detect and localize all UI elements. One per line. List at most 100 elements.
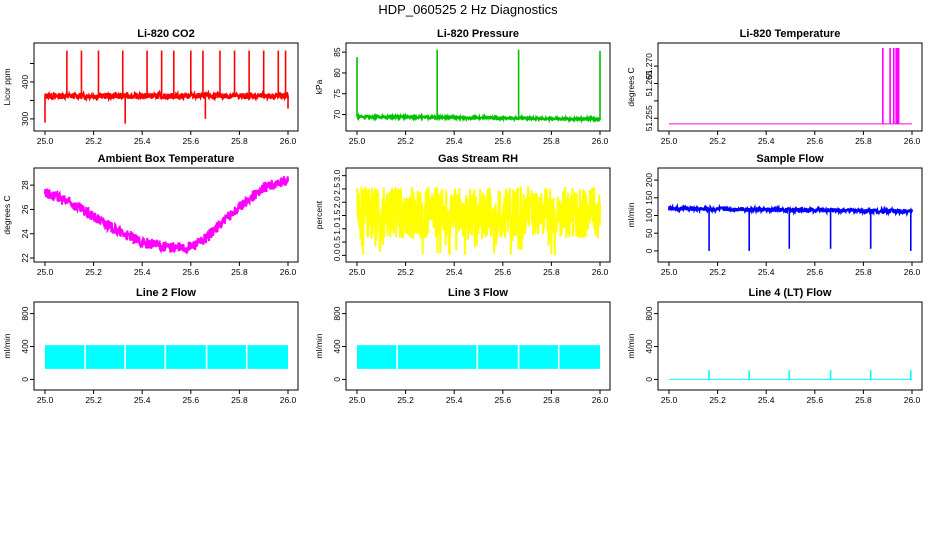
flow-gap <box>164 345 167 369</box>
x-tick-label: 25.2 <box>85 136 102 146</box>
x-tick-label: 25.2 <box>397 267 414 277</box>
x-tick-label: 25.8 <box>543 267 560 277</box>
y-tick-label: 150 <box>644 190 654 204</box>
x-tick-label: 25.4 <box>446 136 463 146</box>
x-tick-label: 25.2 <box>397 136 414 146</box>
y-axis-label: degrees C <box>2 195 12 234</box>
series-line <box>356 185 601 256</box>
x-tick-label: 26.0 <box>592 267 609 277</box>
x-tick-label: 25.4 <box>134 267 151 277</box>
series-line-2-flow <box>45 345 288 369</box>
x-tick-label: 25.8 <box>231 395 248 405</box>
y-tick-label: 200 <box>644 173 654 187</box>
y-tick-label: 400 <box>644 339 654 353</box>
x-tick-label: 25.2 <box>709 136 726 146</box>
chart-title: Li-820 Temperature <box>740 28 841 40</box>
y-tick-label: 85 <box>332 47 342 57</box>
y-tick-label: 0 <box>644 248 654 253</box>
x-tick-label: 26.0 <box>592 136 609 146</box>
x-tick-label: 26.0 <box>904 395 921 405</box>
flow-gap <box>205 345 208 369</box>
flow-gap <box>476 345 479 369</box>
series-li-820-temperature <box>669 48 912 125</box>
y-tick-label: 1.0 <box>332 223 342 235</box>
x-tick-label: 25.6 <box>807 136 824 146</box>
x-tick-label: 26.0 <box>904 267 921 277</box>
chart-title: Line 3 Flow <box>448 287 508 299</box>
y-tick-label: 0 <box>20 377 30 382</box>
y-tick-label: 0 <box>644 377 654 382</box>
y-tick-label: 70 <box>332 110 342 120</box>
plot-frame <box>657 42 923 132</box>
y-tick-label: 300 <box>20 112 30 126</box>
x-tick-label: 25.4 <box>134 395 151 405</box>
x-tick-label: 25.0 <box>661 267 678 277</box>
y-tick-label: 50 <box>644 228 654 238</box>
x-tick-label: 25.4 <box>758 395 775 405</box>
x-tick-label: 25.0 <box>37 267 54 277</box>
series-li-820-pressure <box>356 49 601 124</box>
x-tick-label: 25.8 <box>231 136 248 146</box>
x-tick-label: 25.6 <box>183 267 200 277</box>
plot-frame <box>33 167 299 263</box>
chart-panel-1: Li-820 CO2 25.0 25.2 25.4 25.6 25.8 26.0 300 400… <box>2 28 299 146</box>
x-tick-label: 25.0 <box>349 395 366 405</box>
x-tick-label: 25.8 <box>231 267 248 277</box>
y-axis-label: ml/min <box>626 333 636 358</box>
chart-title: Line 2 Flow <box>136 287 196 299</box>
chart-panel-3: Li-820 Temperature 25.0 25.2 25.4 25.6 25.8 26… <box>626 28 923 146</box>
x-tick-label: 25.8 <box>855 136 872 146</box>
y-tick-label: 1.5 <box>332 209 342 221</box>
flow-gap <box>84 345 86 369</box>
y-axis-label: ml/min <box>626 202 636 227</box>
chart-panel-2: Li-820 Pressure 25.0 25.2 25.4 25.6 25.8 26.0 7… <box>314 28 611 146</box>
series-line <box>668 202 913 218</box>
y-tick-label: 0 <box>332 377 342 382</box>
x-tick-label: 25.8 <box>855 395 872 405</box>
y-tick-label: 400 <box>20 75 30 89</box>
y-tick-label: 51.255 <box>644 105 654 131</box>
series-line <box>44 176 289 256</box>
series-sample-flow <box>668 202 913 251</box>
x-tick-label: 26.0 <box>904 136 921 146</box>
y-tick-label: 3.0 <box>332 169 342 181</box>
chart-title: Ambient Box Temperature <box>98 153 235 165</box>
y-tick-label: 0.0 <box>332 249 342 261</box>
x-tick-label: 25.0 <box>37 136 54 146</box>
chart-panel-9: Line 4 (LT) Flow 25.0 25.2 25.4 25.6 25.8 26.0… <box>626 287 923 405</box>
chart-panel-8: Line 3 Flow 25.0 25.2 25.4 25.6 25.8 26.0 0 400 8… <box>314 287 611 405</box>
x-tick-label: 25.0 <box>349 136 366 146</box>
x-tick-label: 25.4 <box>758 136 775 146</box>
y-tick-label: 2.5 <box>332 183 342 195</box>
y-tick-label: 100 <box>644 208 654 222</box>
y-tick-label: 22 <box>20 253 30 263</box>
x-tick-label: 25.2 <box>709 267 726 277</box>
x-tick-label: 26.0 <box>280 267 297 277</box>
flow-band <box>45 345 288 369</box>
y-tick-label: 80 <box>332 68 342 78</box>
x-tick-label: 25.6 <box>183 395 200 405</box>
flow-gap <box>557 345 560 369</box>
y-tick-label: 24 <box>20 229 30 239</box>
x-tick-label: 26.0 <box>592 395 609 405</box>
y-axis-label: kPa <box>314 79 324 94</box>
series-line-3-flow <box>357 345 600 369</box>
y-tick-label: 800 <box>644 306 654 320</box>
y-axis-label: Licor ppm <box>2 68 12 105</box>
flow-gap <box>517 345 520 369</box>
y-axis-label: degrees C <box>626 67 636 106</box>
series-line <box>356 112 601 124</box>
y-tick-label: 26 <box>20 204 30 214</box>
x-tick-label: 25.2 <box>709 395 726 405</box>
x-tick-label: 25.6 <box>807 395 824 405</box>
chart-panel-5: Gas Stream RH 25.0 25.2 25.4 25.6 25.8 26.0 0.0… <box>314 153 611 277</box>
x-tick-label: 25.2 <box>85 395 102 405</box>
x-tick-label: 25.0 <box>661 136 678 146</box>
x-tick-label: 25.6 <box>807 267 824 277</box>
chart-panel-4: Ambient Box Temperature 25.0 25.2 25.4 25.6 2… <box>2 153 299 277</box>
x-tick-label: 25.4 <box>134 136 151 146</box>
series-ambient-box-temperature <box>44 176 289 256</box>
chart-title: Line 4 (LT) Flow <box>749 287 832 299</box>
chart-panel-7: Line 2 Flow 25.0 25.2 25.4 25.6 25.8 26.0 0 400 8… <box>2 287 299 405</box>
